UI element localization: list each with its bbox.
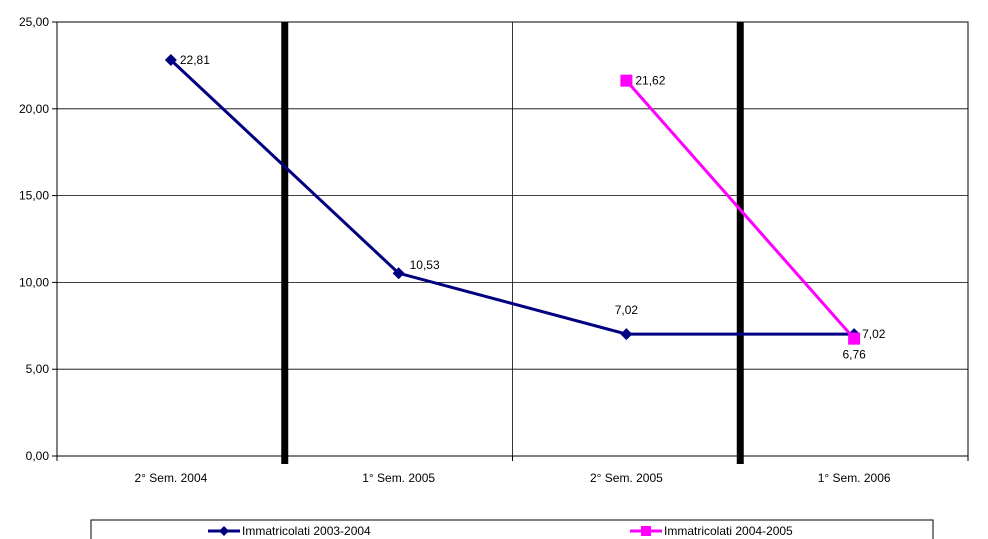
x-tick-label: 1° Sem. 2006: [818, 471, 891, 485]
data-labels-layer: 22,81 10,53 7,02 7,02 21,62 6,76: [180, 53, 886, 362]
legend-marker-diamond-icon: [219, 526, 229, 536]
y-tick-label: 10,00: [19, 275, 49, 289]
data-label: 10,53: [410, 258, 440, 272]
y-tick-label: 15,00: [19, 189, 49, 203]
data-point-diamond: [620, 328, 633, 341]
legend: Immatricolati 2003-2004 Immatricolati 20…: [90, 519, 934, 539]
y-tick-label: 25,00: [19, 15, 49, 29]
gridlines: [57, 21, 968, 457]
data-label: 21,62: [635, 74, 665, 88]
x-tick-label: 1° Sem. 2005: [362, 471, 435, 485]
legend-box: [90, 519, 934, 539]
series-line-2: [625, 79, 856, 340]
y-tick-label: 0,00: [26, 449, 50, 463]
data-point-square: [620, 74, 633, 87]
data-point-square: [848, 332, 861, 345]
data-label: 7,02: [862, 327, 886, 341]
legend-marker-square-icon: [641, 526, 651, 536]
period-separators: [281, 22, 744, 464]
data-point-diamond: [164, 54, 177, 67]
data-label: 7,02: [615, 303, 639, 317]
y-tick-label: 5,00: [26, 362, 50, 376]
y-axis-ticks: 0,00 5,00 10,00 15,00 20,00 25,00: [19, 15, 57, 463]
legend-label-series-2: Immatricolati 2004-2005: [664, 524, 793, 538]
x-tick-label: 2° Sem. 2004: [134, 471, 207, 485]
axes: [56, 21, 969, 457]
series-layer: [164, 54, 861, 345]
data-label: 6,76: [842, 348, 866, 362]
plot-area-border: [56, 21, 969, 457]
x-tick-label: 2° Sem. 2005: [590, 471, 663, 485]
y-tick-label: 20,00: [19, 102, 49, 116]
data-point-diamond: [392, 267, 405, 280]
series-line-1: [169, 58, 855, 336]
x-axis-ticks: 2° Sem. 2004 1° Sem. 2005 2° Sem. 2005 1° S…: [56, 456, 969, 485]
data-label: 22,81: [180, 53, 210, 67]
legend-label-series-1: Immatricolati 2003-2004: [242, 524, 371, 538]
